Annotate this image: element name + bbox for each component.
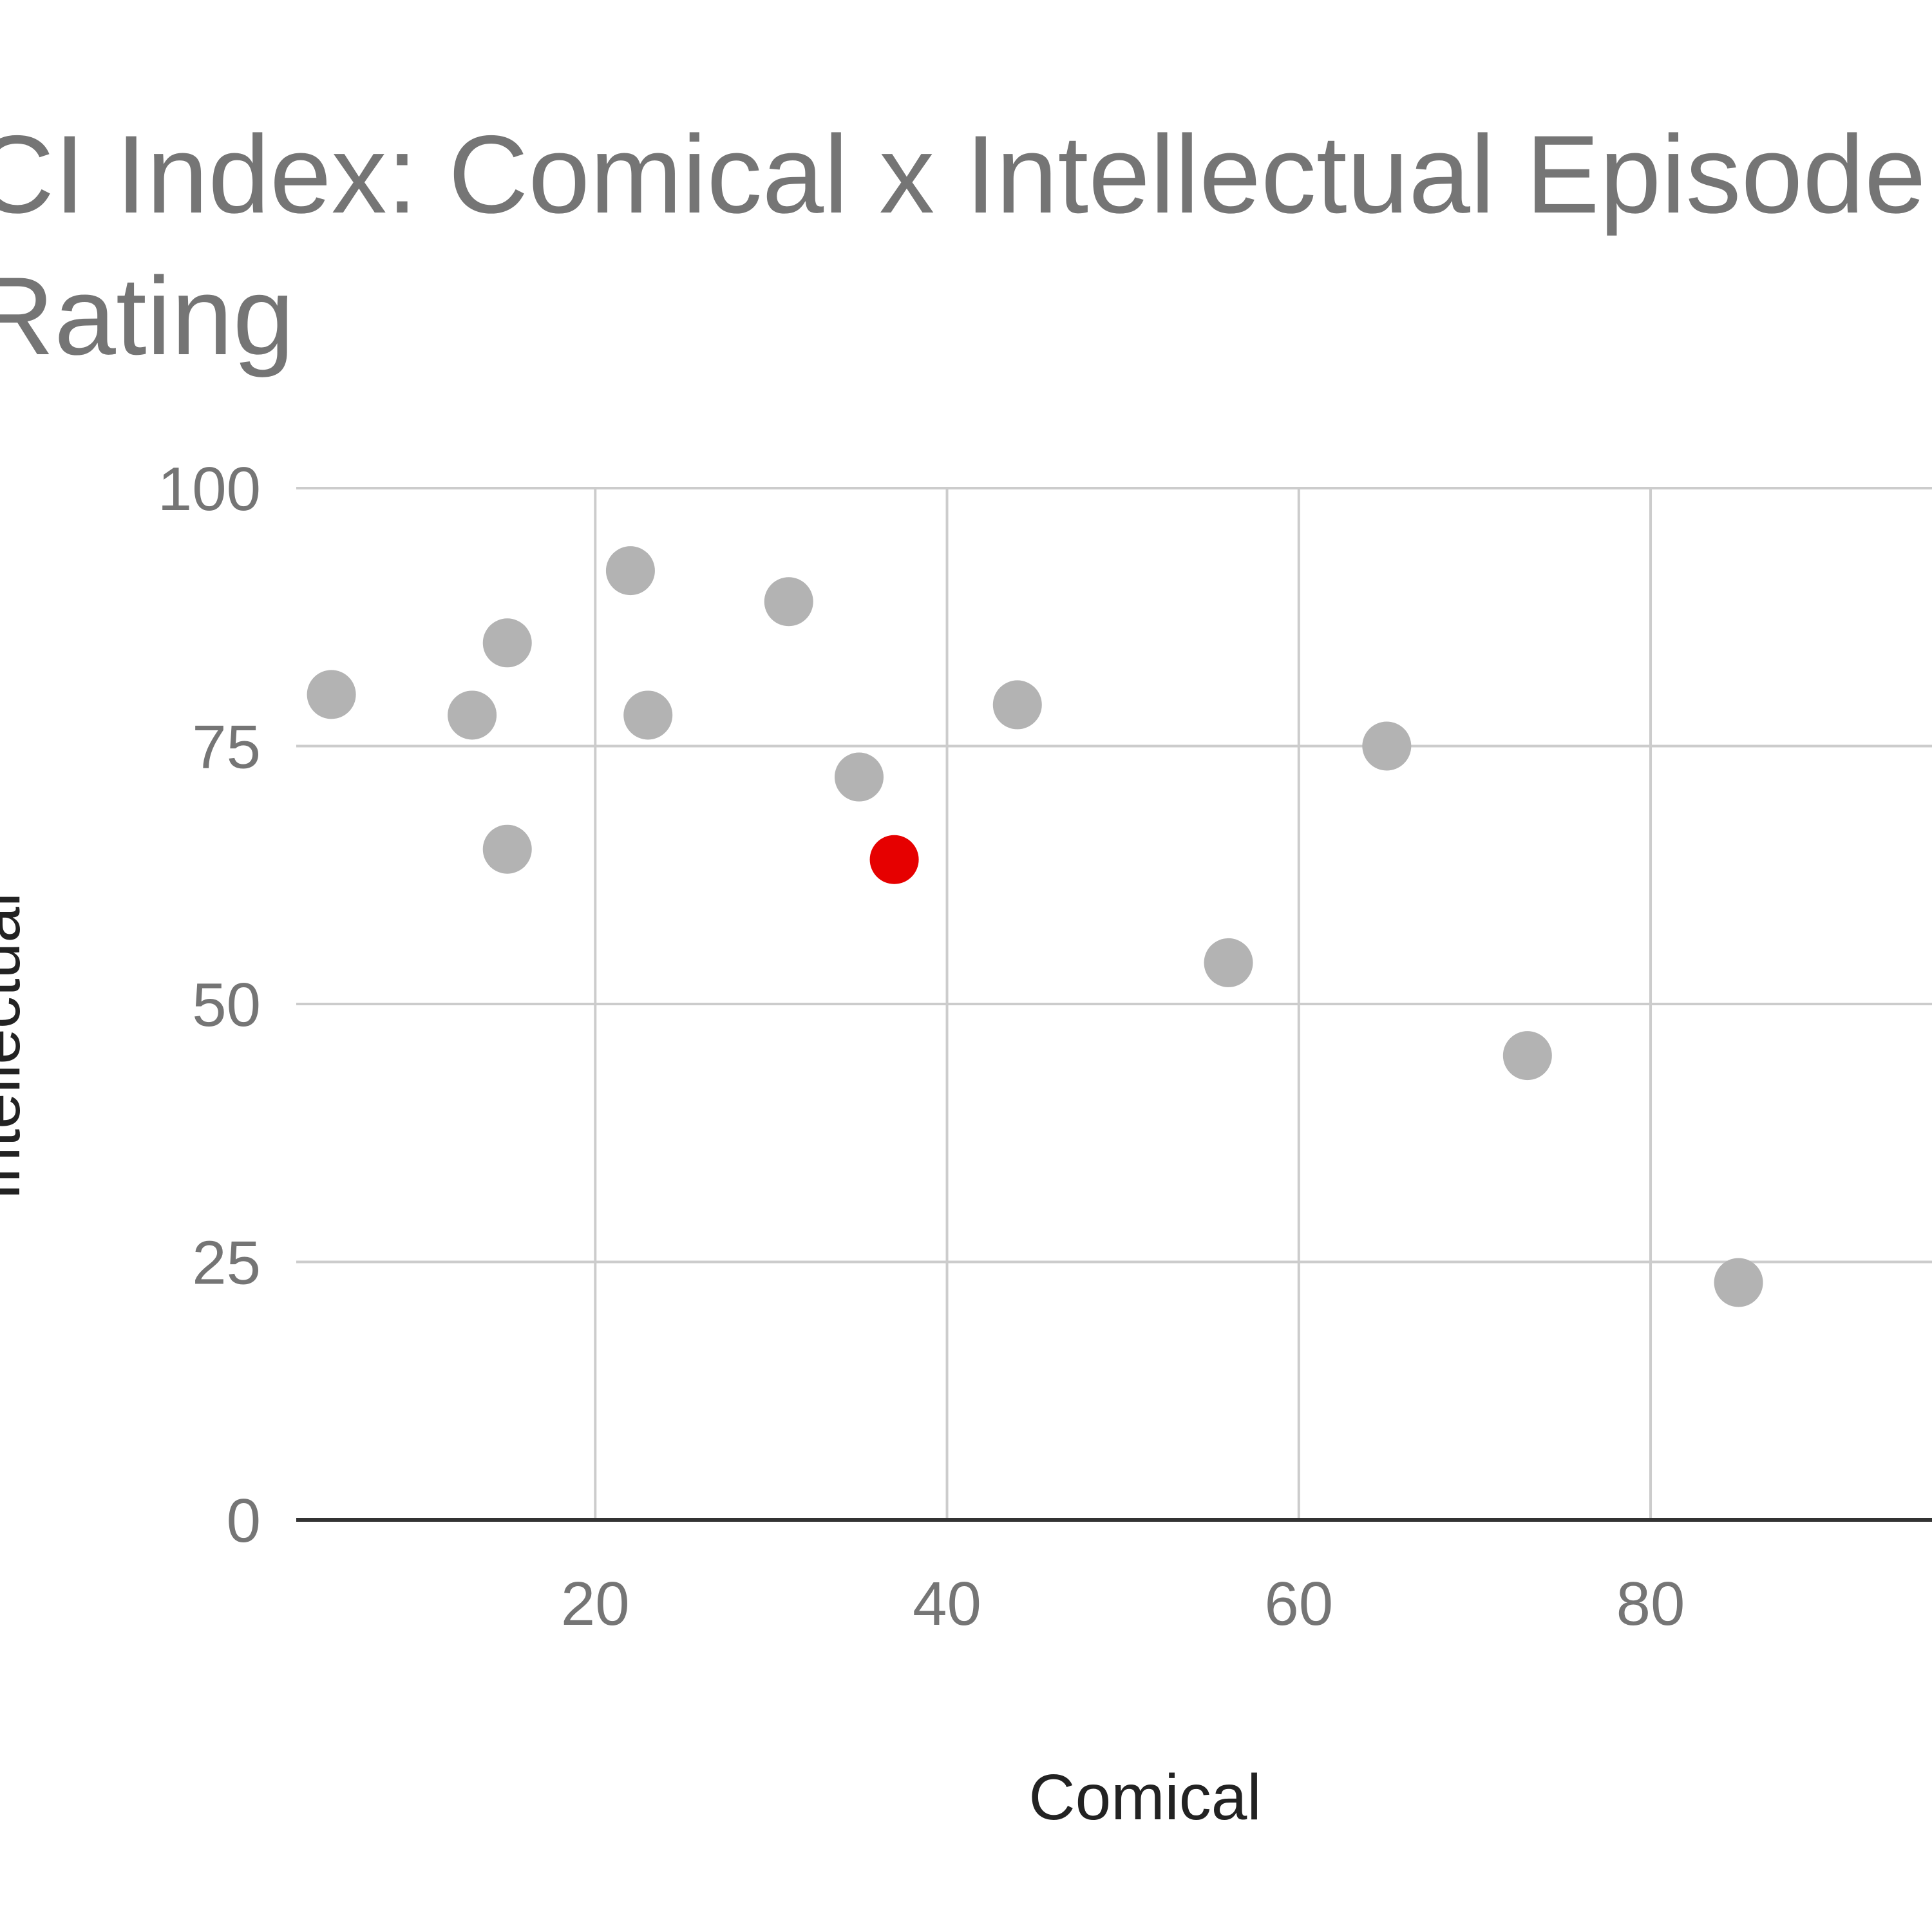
data-point xyxy=(764,577,813,627)
data-point xyxy=(482,618,532,668)
data-points xyxy=(307,546,1763,1307)
y-axis-tick-labels: 0 25 50 75 100 xyxy=(158,455,261,1555)
data-point xyxy=(834,752,884,802)
data-point xyxy=(1204,938,1253,987)
y-tick-label: 100 xyxy=(158,455,261,524)
y-tick-label: 50 xyxy=(192,971,261,1039)
x-axis-title: Comical xyxy=(1028,1761,1261,1833)
data-point xyxy=(1714,1258,1763,1307)
grid-lines xyxy=(296,487,1932,1522)
data-point xyxy=(1362,721,1412,771)
chart-title-line-1: CI Index: Comical x Intellectual Episode xyxy=(0,113,1926,236)
x-tick-label: 20 xyxy=(561,1569,630,1638)
data-point xyxy=(448,690,497,740)
y-tick-label: 0 xyxy=(227,1486,261,1555)
data-point xyxy=(307,670,356,719)
data-point-highlighted xyxy=(869,835,919,884)
chart-title-line-2: Rating xyxy=(0,254,294,378)
x-tick-label: 60 xyxy=(1264,1569,1333,1638)
data-point xyxy=(1502,1031,1552,1081)
y-tick-label: 25 xyxy=(192,1229,261,1298)
x-tick-label: 80 xyxy=(1616,1569,1685,1638)
x-axis-tick-labels: 20 40 60 80 xyxy=(561,1569,1685,1638)
data-point xyxy=(992,680,1042,730)
data-point xyxy=(623,690,673,740)
y-tick-label: 75 xyxy=(192,713,261,782)
chart-title: CI Index: Comical x Intellectual Episode… xyxy=(0,113,1926,378)
data-point xyxy=(605,546,655,596)
x-tick-label: 40 xyxy=(913,1569,981,1638)
data-point xyxy=(482,824,532,874)
y-axis-title: Intellectual xyxy=(0,893,33,1200)
